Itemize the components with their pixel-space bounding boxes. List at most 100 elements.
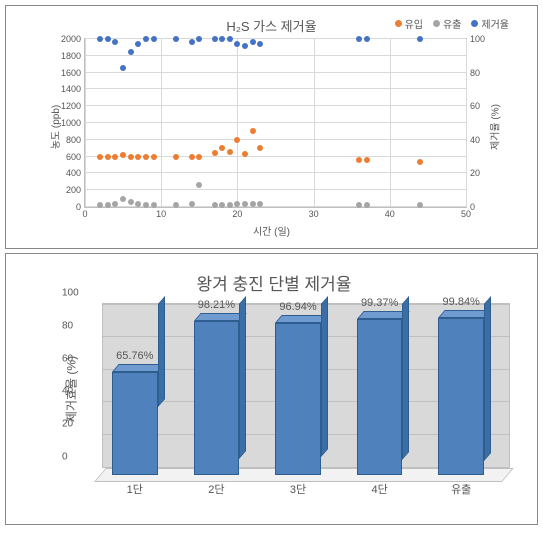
scatter-pt-outflow [173, 202, 179, 208]
bar-value-label: 65.76% [116, 350, 153, 362]
bar-category-label: 유출 [451, 481, 471, 497]
scatter-legend: 유입 유출 제거율 [395, 16, 509, 31]
bar-value-label: 96.94% [279, 301, 316, 313]
scatter-pt-outflow [227, 202, 233, 208]
scatter-xtick: 30 [309, 209, 319, 219]
scatter-pt-removal [151, 36, 157, 42]
scatter-pt-inflow [189, 154, 195, 160]
scatter-pt-outflow [364, 202, 370, 208]
scatter-x-label: 시간 (일) [253, 223, 290, 238]
bar-side-face [239, 296, 246, 459]
scatter-pt-outflow [135, 201, 141, 207]
scatter-pt-removal [105, 36, 111, 42]
scatter-pt-removal [227, 36, 233, 42]
scatter-grid-h [85, 105, 466, 106]
legend-label-removal: 제거율 [481, 16, 509, 31]
scatter-ytick-left: 1400 [61, 84, 81, 94]
bar-4: 99.84%유출 [438, 304, 484, 475]
scatter-xtick: 0 [82, 209, 87, 219]
scatter-pt-inflow [234, 137, 240, 143]
scatter-grid-h [85, 88, 466, 89]
scatter-pt-inflow [227, 149, 233, 155]
scatter-pt-inflow [257, 145, 263, 151]
scatter-pt-removal [234, 41, 240, 47]
bar-front [438, 318, 484, 475]
scatter-ytick-left: 1200 [61, 101, 81, 111]
legend-label-inflow: 유입 [405, 16, 423, 31]
scatter-ytick-left: 800 [66, 135, 81, 145]
scatter-pt-removal [173, 36, 179, 42]
scatter-grid-h [85, 55, 466, 56]
scatter-pt-outflow [196, 182, 202, 188]
scatter-xtick: 50 [461, 209, 471, 219]
scatter-pt-inflow [212, 150, 218, 156]
scatter-xtick: 10 [156, 209, 166, 219]
bar-category-label: 1단 [127, 481, 143, 497]
bar-category-label: 4단 [371, 481, 387, 497]
scatter-grid-h [85, 172, 466, 173]
legend-item-removal: 제거율 [471, 16, 509, 31]
legend-item-outflow: 유출 [433, 16, 461, 31]
scatter-pt-removal [417, 36, 423, 42]
scatter-grid-h [85, 122, 466, 123]
scatter-xtick: 40 [385, 209, 395, 219]
bar-side-face [484, 296, 491, 461]
legend-dot-inflow-icon [395, 20, 402, 27]
scatter-pt-outflow [234, 201, 240, 207]
scatter-pt-removal [212, 36, 218, 42]
scatter-pt-removal [143, 36, 149, 42]
scatter-pt-outflow [97, 202, 103, 208]
scatter-pt-inflow [112, 154, 118, 160]
scatter-pt-removal [242, 43, 248, 49]
scatter-pt-outflow [219, 202, 225, 208]
scatter-ytick-left: 600 [66, 152, 81, 162]
scatter-pt-removal [257, 41, 263, 47]
scatter-pt-inflow [173, 154, 179, 160]
scatter-pt-inflow [364, 157, 370, 163]
bar-category-label: 3단 [290, 481, 306, 497]
scatter-pt-outflow [120, 196, 126, 202]
bar-top-face [112, 364, 164, 372]
scatter-grid-h [85, 139, 466, 140]
scatter-y-right-label: 제거율 (%) [487, 104, 502, 150]
bar-top-face [438, 310, 490, 318]
bar-2: 96.94%3단 [275, 304, 321, 475]
scatter-grid-v [314, 39, 315, 207]
bar-side-face [158, 296, 165, 408]
bar-3: 99.37%4단 [357, 304, 403, 475]
scatter-pt-removal [196, 36, 202, 42]
scatter-pt-outflow [189, 201, 195, 207]
scatter-pt-inflow [219, 145, 225, 151]
scatter-ytick-left: 0 [76, 202, 81, 212]
scatter-ytick-right: 100 [470, 34, 485, 44]
bar-front [275, 323, 321, 476]
scatter-pt-removal [364, 36, 370, 42]
scatter-pt-outflow [212, 202, 218, 208]
scatter-grid-v [237, 39, 238, 207]
scatter-pt-inflow [356, 157, 362, 163]
bar-title: 왕겨 충진 단별 제거율 [197, 270, 352, 295]
scatter-ytick-right: 40 [470, 135, 480, 145]
scatter-ytick-left: 200 [66, 185, 81, 195]
scatter-xtick: 20 [232, 209, 242, 219]
scatter-pt-inflow [250, 128, 256, 134]
bar-top-face [275, 315, 327, 323]
scatter-grid-v [466, 39, 467, 207]
scatter-grid-h [85, 189, 466, 190]
scatter-ytick-right: 60 [470, 101, 480, 111]
bar-value-label: 99.84% [443, 296, 480, 308]
scatter-grid-v [161, 39, 162, 207]
bar-plot-area: 02040608010065.76%1단98.21%2단96.94%3단99.3… [94, 304, 502, 482]
scatter-ytick-right: 20 [470, 168, 480, 178]
scatter-pt-outflow [356, 202, 362, 208]
legend-dot-removal-icon [471, 20, 478, 27]
scatter-pt-outflow [143, 202, 149, 208]
scatter-pt-inflow [135, 154, 141, 160]
scatter-ytick-left: 1600 [61, 68, 81, 78]
scatter-pt-removal [250, 39, 256, 45]
scatter-pt-removal [128, 49, 134, 55]
scatter-pt-removal [356, 36, 362, 42]
scatter-pt-outflow [417, 202, 423, 208]
scatter-ytick-right: 80 [470, 68, 480, 78]
scatter-title: H₂S 가스 제거율 [226, 16, 316, 35]
